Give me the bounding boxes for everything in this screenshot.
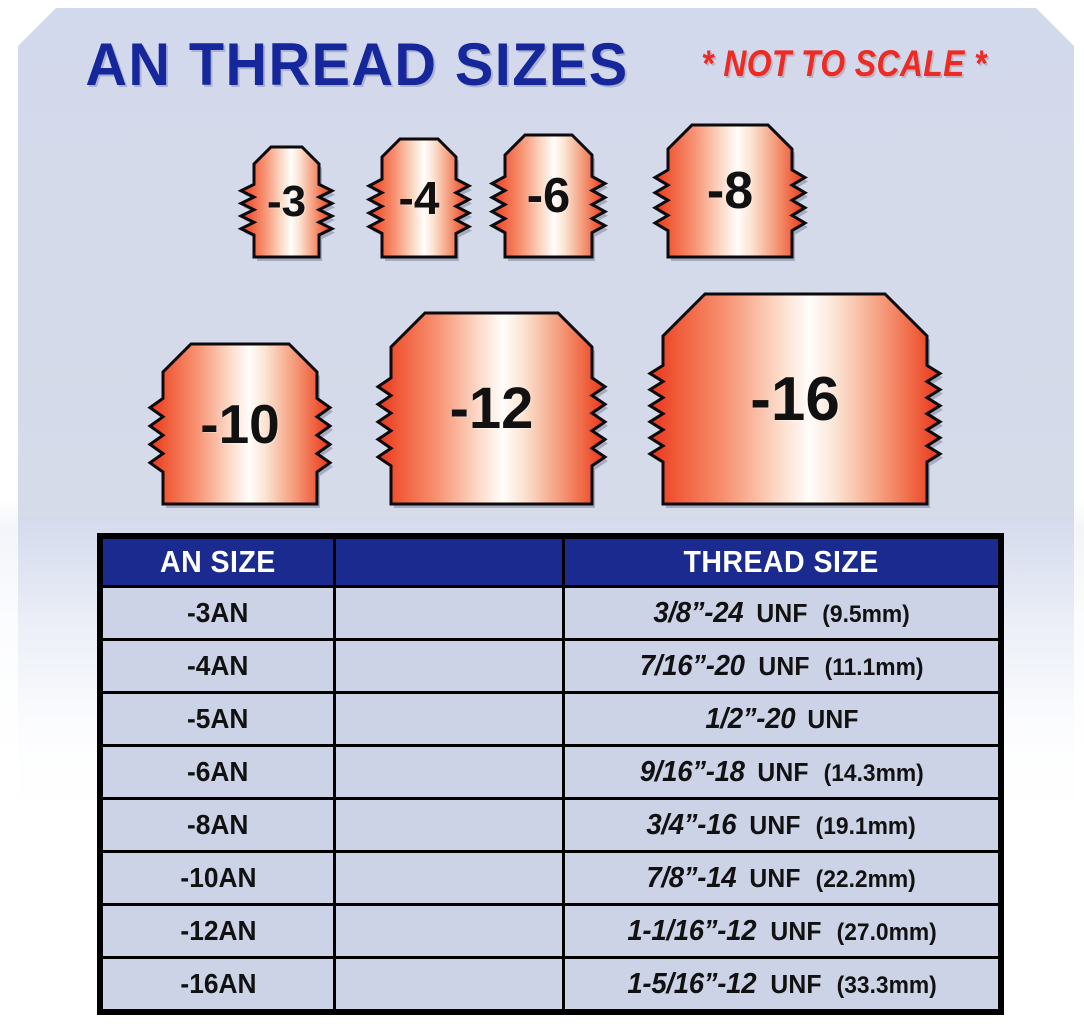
an-size-value: -8AN bbox=[187, 809, 249, 840]
table-row: -4AN 7/16”-20 UNF (11.1mm) bbox=[100, 638, 1001, 694]
fitting-body bbox=[647, 292, 943, 506]
thread-fraction: 9/16”-18 bbox=[639, 755, 745, 788]
an-size-value: -16AN bbox=[179, 968, 257, 999]
an-size-value: -5AN bbox=[187, 703, 249, 734]
cell-thread-size: 3/4”-16 UNF (19.1mm) bbox=[562, 797, 1001, 853]
fitting-minus-12: -12 bbox=[375, 311, 608, 508]
col-header-blank bbox=[333, 536, 565, 588]
thread-size-line: 3/8”-24 UNF (9.5mm) bbox=[565, 597, 998, 630]
fitting-body bbox=[375, 311, 608, 506]
thread-size-table: AN SIZE THREAD SIZE -3AN 3/8”-24 UNF (9.5mm… bbox=[100, 536, 1001, 1012]
cell-an-size: -16AN bbox=[100, 956, 336, 1012]
fitting-minus-16: -16 bbox=[647, 292, 943, 508]
fitting-minus-10: -10 bbox=[147, 342, 333, 508]
cell-an-size: -3AN bbox=[100, 585, 336, 641]
table-row: -5AN 1/2”-20 UNF bbox=[100, 691, 1001, 747]
fitting-body bbox=[652, 123, 808, 259]
thread-size-line: 1/2”-20 UNF bbox=[565, 703, 998, 736]
table-row: -16AN 1-5/16”-12 UNF (33.3mm) bbox=[100, 956, 1001, 1012]
col-header-thread-size: THREAD SIZE bbox=[562, 536, 1001, 588]
cell-blank bbox=[333, 797, 565, 853]
thread-standard: UNF bbox=[757, 756, 809, 787]
fitting-body bbox=[365, 137, 473, 259]
fitting-body bbox=[488, 133, 609, 259]
thread-metric: (19.1mm) bbox=[815, 812, 916, 840]
thread-standard: UNF bbox=[758, 650, 810, 681]
cell-blank bbox=[333, 638, 565, 694]
thread-metric: (27.0mm) bbox=[836, 918, 937, 946]
table-header-row: AN SIZE THREAD SIZE bbox=[100, 536, 1001, 588]
cell-an-size: -12AN bbox=[100, 903, 336, 959]
cell-thread-size: 9/16”-18 UNF (14.3mm) bbox=[562, 744, 1001, 800]
thread-metric: (14.3mm) bbox=[823, 759, 924, 787]
thread-standard: UNF bbox=[749, 862, 801, 893]
fitting-body bbox=[147, 342, 333, 506]
an-size-value: -3AN bbox=[187, 597, 249, 628]
thread-metric: (11.1mm) bbox=[824, 653, 924, 681]
cell-thread-size: 7/16”-20 UNF (11.1mm) bbox=[562, 638, 1001, 694]
table-row: -12AN 1-1/16”-12 UNF (27.0mm) bbox=[100, 903, 1001, 959]
an-size-value: -12AN bbox=[179, 915, 257, 946]
table-row: -10AN 7/8”-14 UNF (22.2mm) bbox=[100, 850, 1001, 906]
thread-fraction: 3/4”-16 bbox=[646, 808, 737, 841]
thread-standard: UNF bbox=[769, 968, 822, 999]
cell-thread-size: 1-1/16”-12 UNF (27.0mm) bbox=[562, 903, 1001, 959]
not-to-scale-note: * NOT TO SCALE * bbox=[701, 43, 987, 84]
cell-blank bbox=[333, 850, 565, 906]
thread-standard: UNF bbox=[756, 597, 808, 628]
thread-fraction: 1-1/16”-12 bbox=[627, 914, 757, 947]
thread-size-table-wrap: AN SIZE THREAD SIZE -3AN 3/8”-24 UNF (9.5mm… bbox=[100, 536, 1001, 1012]
thread-standard: UNF bbox=[749, 809, 801, 840]
thread-fraction: 7/16”-20 bbox=[639, 649, 745, 682]
table-row: -8AN 3/4”-16 UNF (19.1mm) bbox=[100, 797, 1001, 853]
cell-an-size: -5AN bbox=[100, 691, 336, 747]
fitting-minus-3: -3 bbox=[237, 145, 336, 261]
col-header-an-size: AN SIZE bbox=[100, 536, 336, 588]
thread-size-line: 7/16”-20 UNF (11.1mm) bbox=[565, 650, 998, 683]
fitting-minus-6: -6 bbox=[488, 133, 609, 261]
fitting-minus-4: -4 bbox=[365, 137, 473, 261]
thread-fraction: 7/8”-14 bbox=[646, 861, 737, 894]
an-size-value: -10AN bbox=[179, 862, 257, 893]
thread-metric: (9.5mm) bbox=[822, 600, 910, 628]
thread-size-line: 1-1/16”-12 UNF (27.0mm) bbox=[565, 915, 998, 948]
thread-fraction: 1/2”-20 bbox=[705, 702, 795, 735]
page-title: AN THREAD SIZES bbox=[85, 30, 629, 98]
thread-fraction: 1-5/16”-12 bbox=[627, 967, 757, 1000]
an-size-value: -4AN bbox=[187, 650, 249, 681]
thread-size-line: 3/4”-16 UNF (19.1mm) bbox=[565, 809, 998, 842]
thread-size-line: 1-5/16”-12 UNF (33.3mm) bbox=[565, 968, 998, 1001]
an-size-value: -6AN bbox=[187, 756, 249, 787]
cell-blank bbox=[333, 744, 565, 800]
thread-metric: (22.2mm) bbox=[815, 865, 916, 893]
thread-standard: UNF bbox=[807, 703, 859, 734]
table-row: -3AN 3/8”-24 UNF (9.5mm) bbox=[100, 585, 1001, 641]
cell-thread-size: 1/2”-20 UNF bbox=[562, 691, 1001, 747]
cell-an-size: -6AN bbox=[100, 744, 336, 800]
cell-an-size: -4AN bbox=[100, 638, 336, 694]
cell-an-size: -10AN bbox=[100, 850, 336, 906]
cell-blank bbox=[333, 956, 565, 1012]
table-row: -6AN 9/16”-18 UNF (14.3mm) bbox=[100, 744, 1001, 800]
cell-an-size: -8AN bbox=[100, 797, 336, 853]
cell-blank bbox=[333, 903, 565, 959]
cell-blank bbox=[333, 585, 565, 641]
cell-blank bbox=[333, 691, 565, 747]
thread-size-line: 9/16”-18 UNF (14.3mm) bbox=[565, 756, 998, 789]
fitting-minus-8: -8 bbox=[652, 123, 808, 261]
cell-thread-size: 3/8”-24 UNF (9.5mm) bbox=[562, 585, 1001, 641]
chart-header: AN THREAD SIZES * NOT TO SCALE * bbox=[0, 28, 1084, 100]
cell-thread-size: 1-5/16”-12 UNF (33.3mm) bbox=[562, 956, 1001, 1012]
cell-thread-size: 7/8”-14 UNF (22.2mm) bbox=[562, 850, 1001, 906]
thread-standard: UNF bbox=[769, 915, 822, 946]
thread-fraction: 3/8”-24 bbox=[653, 596, 744, 629]
fitting-body bbox=[237, 145, 336, 259]
thread-size-line: 7/8”-14 UNF (22.2mm) bbox=[565, 862, 998, 895]
thread-metric: (33.3mm) bbox=[836, 971, 937, 999]
